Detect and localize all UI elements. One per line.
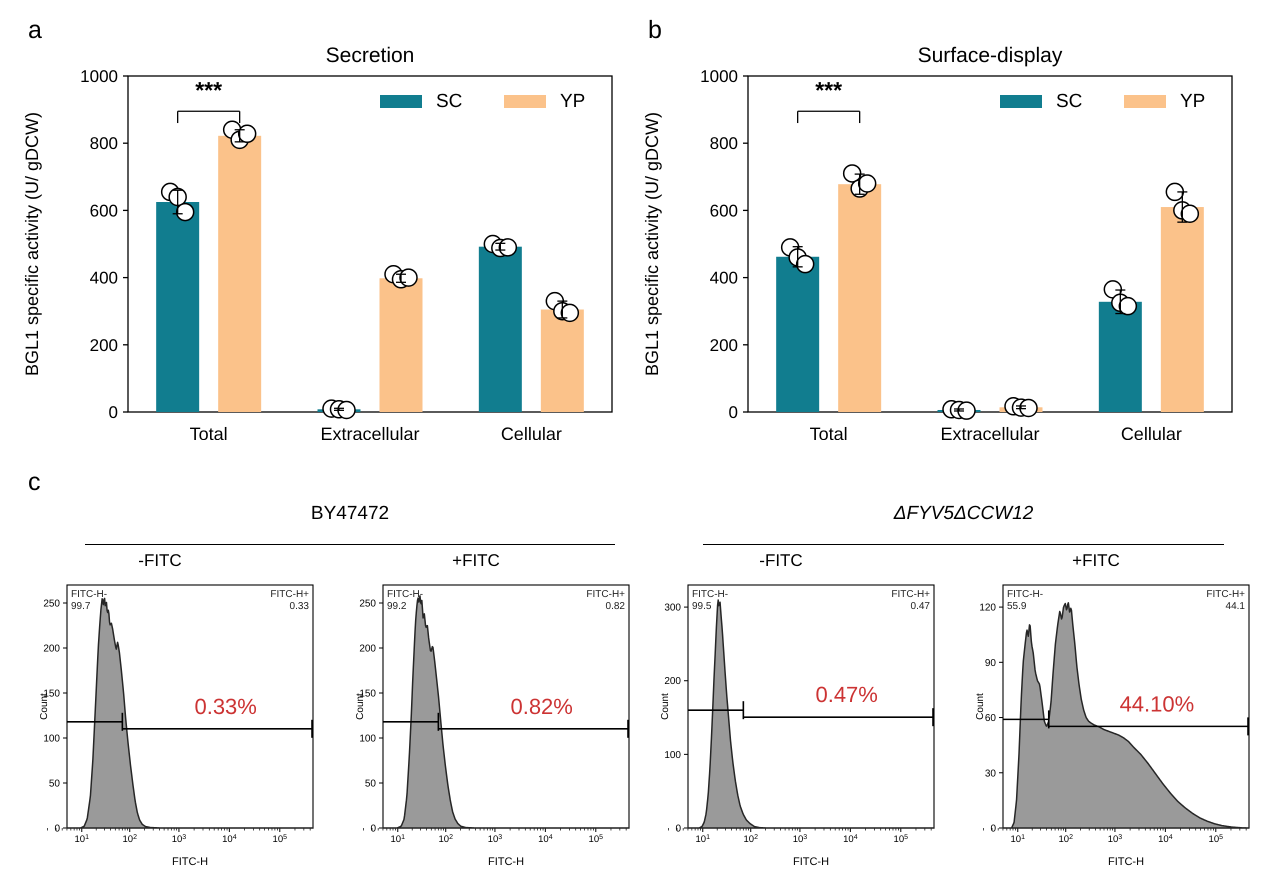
svg-text:200: 200 — [90, 336, 118, 355]
svg-text:60: 60 — [985, 713, 997, 724]
svg-text:0.47%: 0.47% — [815, 682, 877, 707]
svg-text:102: 102 — [122, 834, 137, 846]
svg-text:0: 0 — [370, 824, 376, 835]
svg-text:FITC-H: FITC-H — [172, 856, 208, 867]
svg-text:Extracellular: Extracellular — [320, 424, 419, 440]
svg-text:600: 600 — [710, 201, 738, 220]
svg-text:200: 200 — [359, 644, 376, 655]
svg-text:BGL1 specific activity (U/ gDC: BGL1 specific activity (U/ gDCW) — [642, 112, 662, 376]
svg-text:102: 102 — [438, 834, 453, 846]
svg-text:FITC-H+: FITC-H+ — [586, 589, 625, 600]
svg-text:Count: Count — [975, 693, 986, 720]
svg-text:800: 800 — [710, 134, 738, 153]
svg-text:120: 120 — [979, 603, 996, 614]
svg-text:105: 105 — [894, 834, 909, 846]
svg-text:FITC-H-: FITC-H- — [1007, 589, 1043, 600]
svg-text:100: 100 — [43, 734, 60, 745]
svg-text:1000: 1000 — [700, 67, 738, 86]
svg-text:***: *** — [815, 77, 842, 103]
svg-text:FITC-H+: FITC-H+ — [891, 589, 930, 600]
svg-text:105: 105 — [589, 834, 604, 846]
svg-text:101: 101 — [391, 834, 406, 846]
svg-text:200: 200 — [664, 676, 681, 687]
svg-text:0: 0 — [675, 824, 681, 835]
svg-text:Total: Total — [810, 424, 848, 440]
svg-text:0.82%: 0.82% — [510, 694, 572, 719]
svg-text:FITC-H: FITC-H — [1108, 856, 1144, 867]
svg-text:0: 0 — [54, 824, 60, 835]
svg-text:104: 104 — [1158, 834, 1173, 846]
svg-text:100: 100 — [359, 734, 376, 745]
svg-text:44.1: 44.1 — [1226, 601, 1246, 612]
svg-text:BGL1 specific activity (U/ gDC: BGL1 specific activity (U/ gDCW) — [22, 112, 42, 376]
svg-text:300: 300 — [664, 603, 681, 614]
svg-text:FITC-H-: FITC-H- — [387, 589, 423, 600]
svg-text:99.7: 99.7 — [71, 601, 91, 612]
svg-text:101: 101 — [75, 834, 90, 846]
svg-text:102: 102 — [1058, 834, 1073, 846]
svg-text:***: *** — [195, 77, 222, 103]
svg-text:101: 101 — [1011, 834, 1026, 846]
svg-text:99.2: 99.2 — [387, 601, 407, 612]
svg-text:90: 90 — [985, 658, 997, 669]
svg-text:Count: Count — [660, 693, 671, 720]
svg-text:FITC-H: FITC-H — [488, 856, 524, 867]
svg-text:400: 400 — [90, 269, 118, 288]
svg-text:0.82: 0.82 — [606, 601, 626, 612]
svg-text:200: 200 — [43, 644, 60, 655]
svg-text:0: 0 — [109, 403, 118, 422]
svg-text:103: 103 — [488, 834, 503, 846]
svg-text:Extracellular: Extracellular — [940, 424, 1039, 440]
svg-text:Count: Count — [355, 693, 366, 720]
svg-text:YP: YP — [560, 91, 585, 112]
svg-text:SC: SC — [1056, 91, 1082, 112]
svg-text:44.10%: 44.10% — [1120, 691, 1195, 716]
svg-text:FITC-H-: FITC-H- — [71, 589, 107, 600]
svg-text:105: 105 — [1209, 834, 1224, 846]
svg-text:0: 0 — [990, 824, 996, 835]
svg-text:200: 200 — [710, 336, 738, 355]
svg-text:103: 103 — [793, 834, 808, 846]
svg-text:Cellular: Cellular — [1121, 424, 1182, 440]
svg-text:1000: 1000 — [80, 67, 118, 86]
svg-text:100: 100 — [664, 750, 681, 761]
svg-text:FITC-H+: FITC-H+ — [1206, 589, 1245, 600]
svg-text:0.47: 0.47 — [911, 601, 931, 612]
svg-text:FITC-H: FITC-H — [793, 856, 829, 867]
svg-text:101: 101 — [696, 834, 711, 846]
svg-text:Count: Count — [39, 693, 50, 720]
svg-text:800: 800 — [90, 134, 118, 153]
svg-text:0.33%: 0.33% — [194, 694, 256, 719]
svg-text:YP: YP — [1180, 91, 1205, 112]
svg-text:103: 103 — [1108, 834, 1123, 846]
svg-text:FITC-H-: FITC-H- — [692, 589, 728, 600]
svg-text:102: 102 — [743, 834, 758, 846]
svg-text:FITC-H+: FITC-H+ — [270, 589, 309, 600]
svg-text:250: 250 — [359, 599, 376, 610]
svg-text:Total: Total — [190, 424, 228, 440]
svg-text:99.5: 99.5 — [692, 601, 712, 612]
svg-text:Surface-display: Surface-display — [918, 44, 1063, 67]
svg-text:250: 250 — [43, 599, 60, 610]
svg-text:104: 104 — [843, 834, 858, 846]
svg-text:400: 400 — [710, 269, 738, 288]
svg-text:105: 105 — [273, 834, 288, 846]
svg-text:104: 104 — [538, 834, 553, 846]
svg-text:50: 50 — [365, 779, 377, 790]
svg-text:55.9: 55.9 — [1007, 601, 1027, 612]
svg-text:30: 30 — [985, 768, 997, 779]
svg-text:0: 0 — [729, 403, 738, 422]
svg-text:600: 600 — [90, 201, 118, 220]
svg-text:103: 103 — [172, 834, 187, 846]
svg-text:0.33: 0.33 — [290, 601, 310, 612]
svg-text:50: 50 — [49, 779, 61, 790]
svg-text:SC: SC — [436, 91, 462, 112]
svg-text:Cellular: Cellular — [501, 424, 562, 440]
svg-text:Secretion: Secretion — [326, 44, 415, 67]
svg-text:104: 104 — [222, 834, 237, 846]
